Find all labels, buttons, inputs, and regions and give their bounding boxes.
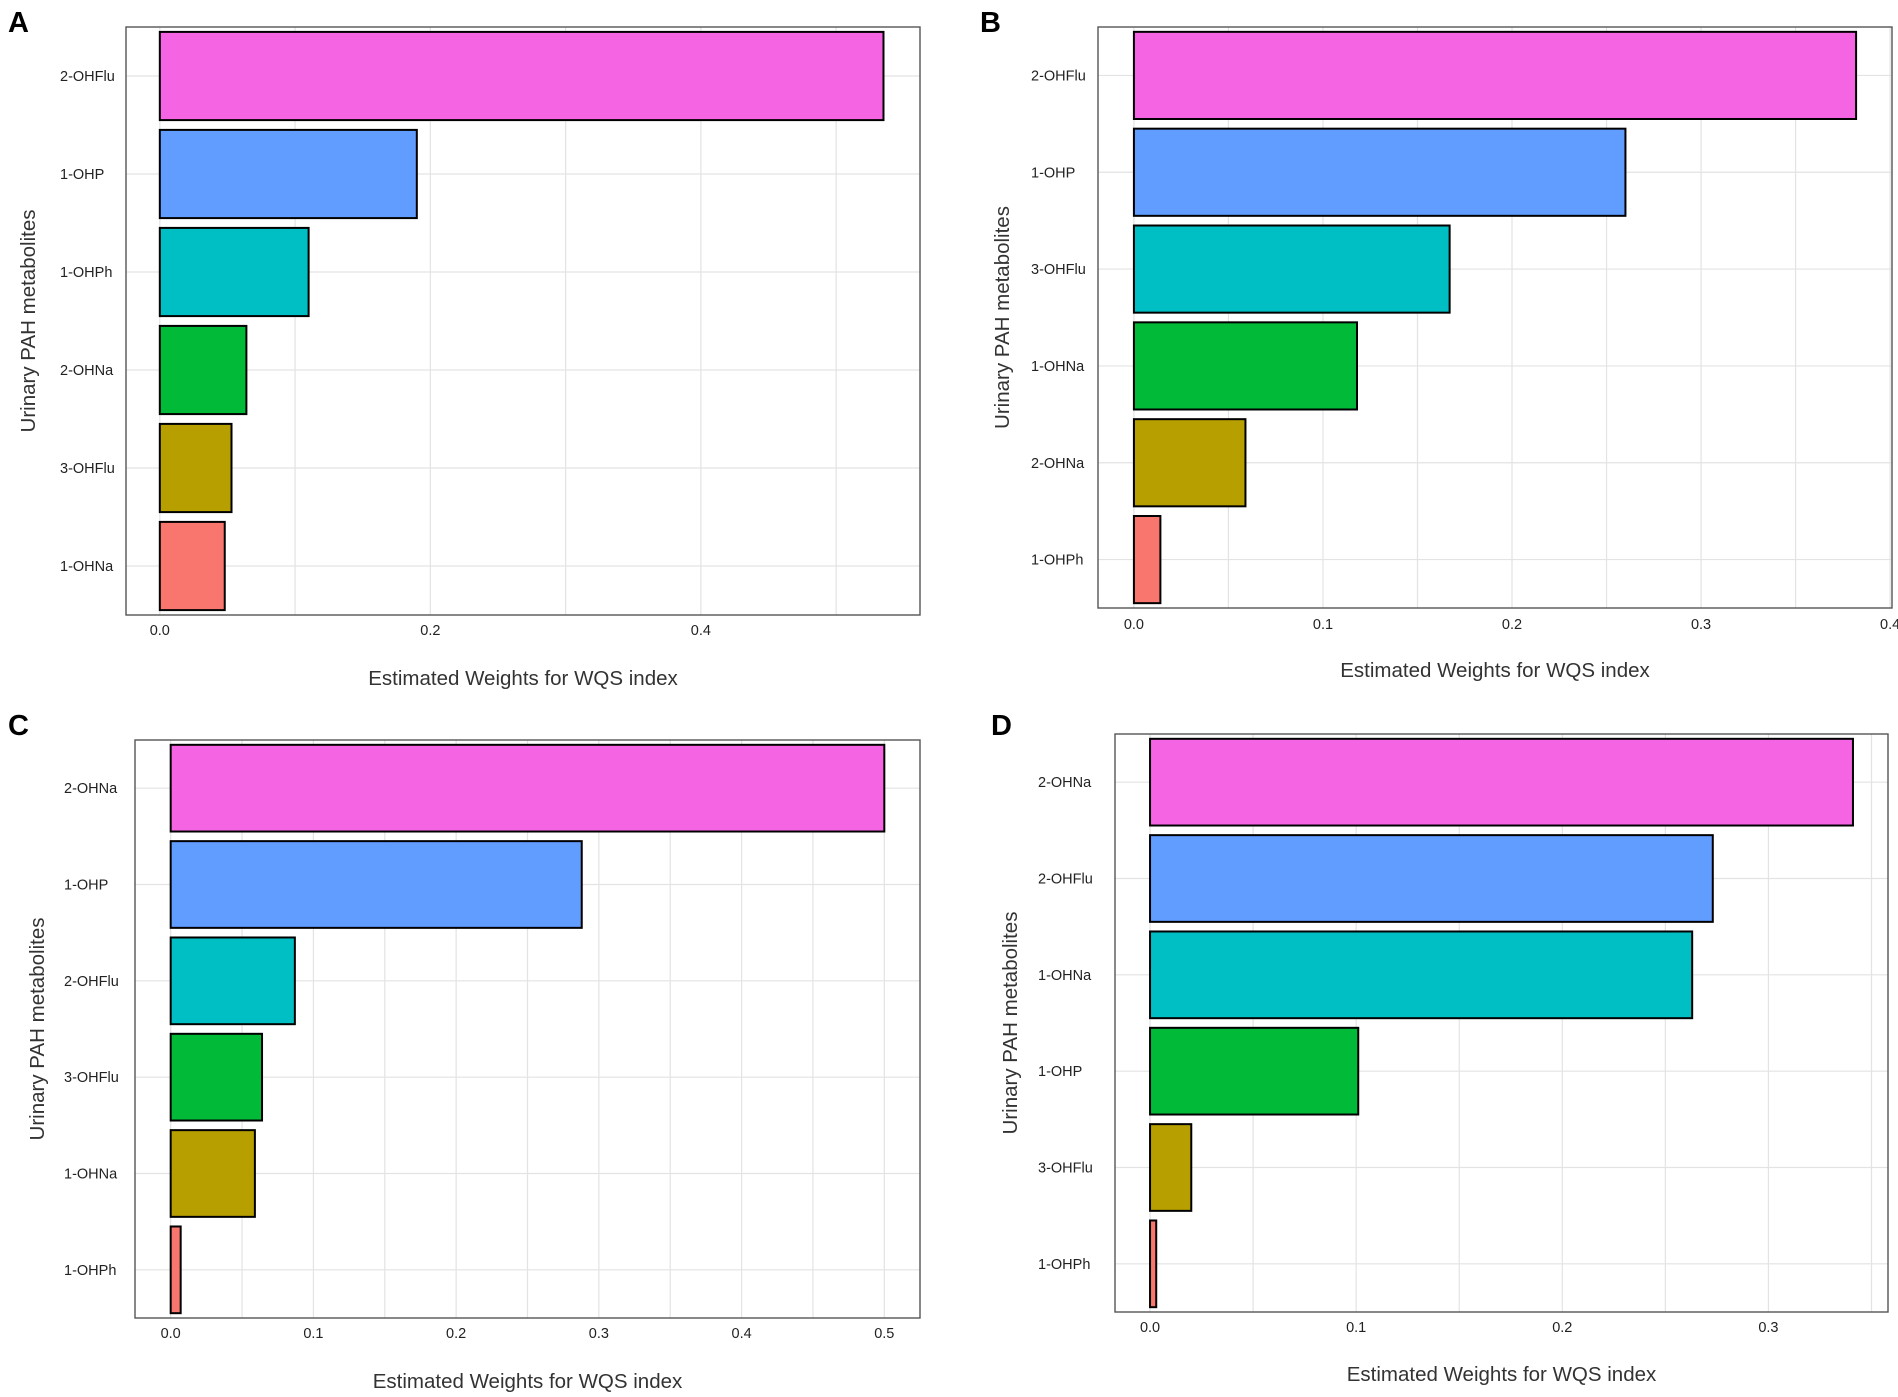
y-axis-title: Urinary PAH metabolites [991, 206, 1014, 429]
y-tick-label: 3-OHFlu [1038, 1161, 1093, 1177]
bar-1-ohna [158, 520, 226, 612]
y-tick-label: 2-OHNa [1038, 775, 1092, 791]
y-tick-label: 1-OHP [1031, 165, 1075, 181]
x-tick-label: 0.3 [589, 1326, 609, 1342]
x-tick-label: 0.5 [874, 1326, 894, 1342]
x-tick-label: 0.4 [1880, 617, 1898, 633]
x-tick-label: 0.0 [150, 623, 170, 639]
x-axis-title: Estimated Weights for WQS index [368, 667, 678, 690]
bar-1-ohp [1132, 127, 1627, 217]
y-tick-label: 2-OHNa [64, 781, 118, 797]
x-tick-label: 0.3 [1758, 1320, 1778, 1336]
bar-2-ohflu [158, 30, 885, 122]
bar-1-ohna [1149, 930, 1694, 1020]
panel-d: 2-OHNa 2-OHFlu 1-OHNa 1-OHP 3-OHFlu 1-OHPh 0.0… [991, 710, 1889, 1386]
y-tick-label: 3-OHFlu [64, 1070, 119, 1086]
y-tick-label: 2-OHFlu [64, 974, 119, 990]
y-tick-label: 1-OHNa [1038, 968, 1092, 984]
x-tick-label: 0.2 [1502, 617, 1522, 633]
y-tick-label: 1-OHP [60, 167, 104, 183]
y-axis-title: Urinary PAH metabolites [17, 210, 40, 433]
x-tick-label: 0.4 [732, 1326, 752, 1342]
bar-1-ohp [169, 840, 583, 929]
x-tick-label: 0.2 [1552, 1320, 1572, 1336]
plot-frame [134, 739, 921, 1319]
bar-1-ohp [1149, 1026, 1360, 1116]
x-axis-title: Estimated Weights for WQS index [1347, 1363, 1657, 1386]
x-tick-label: 0.3 [1691, 617, 1711, 633]
y-tick-label: 1-OHPh [60, 265, 112, 281]
bar-3-ohflu [1132, 224, 1451, 314]
x-tick-label: 0.1 [303, 1326, 323, 1342]
y-tick-label: 1-OHPh [64, 1263, 116, 1279]
panel-letter: C [8, 710, 29, 742]
x-tick-label: 0.1 [1313, 617, 1333, 633]
x-tick-label: 0.0 [161, 1326, 181, 1342]
plot-frame [125, 26, 921, 616]
bar-1-ohna [169, 1129, 256, 1218]
bar-2-ohflu [1149, 834, 1714, 923]
y-axis-title: Urinary PAH metabolites [999, 912, 1022, 1135]
panel-a: 2-OHFlu 1-OHP 1-OHPh 2-OHNa 3-OHFlu 1-OHNa 0.0… [8, 7, 921, 690]
panel-letter: B [980, 7, 1001, 39]
bar-1-ohp [158, 128, 418, 220]
x-tick-label: 0.0 [1124, 617, 1144, 633]
y-tick-label: 2-OHFlu [1031, 68, 1086, 84]
bar-1-ohph [1132, 515, 1162, 605]
bar-2-ohflu [169, 936, 296, 1026]
x-tick-label: 0.2 [446, 1326, 466, 1342]
y-tick-label: 1-OHNa [60, 559, 114, 575]
bar-3-ohflu [158, 422, 233, 514]
y-tick-label: 3-OHFlu [60, 461, 115, 477]
y-tick-label: 1-OHP [1038, 1064, 1082, 1080]
bar-2-ohna [158, 324, 248, 416]
panel-letter: A [8, 7, 29, 39]
x-tick-label: 0.2 [420, 623, 440, 639]
x-tick-label: 0.0 [1140, 1320, 1160, 1336]
y-tick-label: 1-OHPh [1031, 553, 1083, 569]
y-tick-label: 2-OHNa [1031, 456, 1085, 472]
bar-1-ohph [169, 1225, 182, 1315]
bar-2-ohna [169, 743, 886, 833]
y-tick-label: 1-OHP [64, 878, 108, 894]
bar-1-ohph [158, 226, 310, 318]
plot-frame [1114, 733, 1889, 1313]
x-tick-label: 0.1 [1346, 1320, 1366, 1336]
y-tick-label: 1-OHPh [1038, 1257, 1090, 1273]
y-axis-title: Urinary PAH metabolites [26, 918, 49, 1141]
y-tick-label: 3-OHFlu [1031, 262, 1086, 278]
bar-2-ohna [1132, 418, 1247, 508]
bar-1-ohna [1132, 321, 1358, 411]
y-tick-label: 2-OHNa [60, 363, 114, 379]
bar-3-ohflu [1149, 1123, 1193, 1212]
y-tick-label: 1-OHNa [1031, 359, 1085, 375]
plot-frame [1097, 26, 1893, 609]
y-tick-label: 2-OHFlu [60, 69, 115, 85]
x-axis-title: Estimated Weights for WQS index [373, 1370, 683, 1393]
y-tick-label: 2-OHFlu [1038, 872, 1093, 888]
panel-c: 2-OHNa 1-OHP 2-OHFlu 3-OHFlu 1-OHNa 1-OHPh 0.0… [8, 710, 921, 1393]
x-tick-label: 0.4 [691, 623, 711, 639]
bar-1-ohph [1149, 1219, 1158, 1309]
bar-3-ohflu [169, 1032, 264, 1122]
panel-letter: D [991, 710, 1012, 742]
bar-2-ohflu [1132, 30, 1858, 120]
x-axis-title: Estimated Weights for WQS index [1340, 659, 1650, 682]
panel-b: 2-OHFlu 1-OHP 3-OHFlu 1-OHNa 2-OHNa 1-OHPh 0.0… [980, 7, 1898, 682]
bar-2-ohna [1149, 737, 1854, 827]
y-tick-label: 1-OHNa [64, 1167, 118, 1183]
